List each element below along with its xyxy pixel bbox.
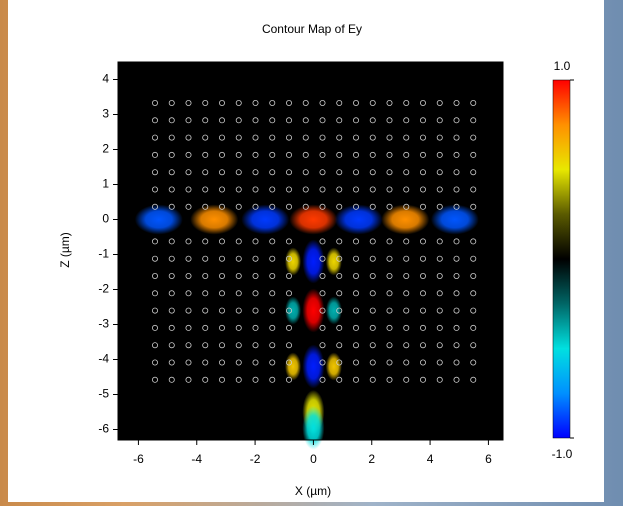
y-tick-label: 3	[102, 107, 109, 121]
x-tick-label: 4	[427, 452, 434, 466]
field-blob	[326, 297, 342, 325]
y-tick-label: 2	[102, 142, 109, 156]
y-tick-label: -5	[98, 387, 109, 401]
field-blob	[302, 240, 324, 284]
field-blob	[326, 353, 342, 381]
y-tick-label: -4	[98, 352, 109, 366]
y-tick-label: -3	[98, 317, 109, 331]
y-tick-label: -2	[98, 282, 109, 296]
x-tick-label: 0	[310, 452, 317, 466]
x-tick-label: -4	[191, 452, 202, 466]
colorbar-tick-label: -1.0	[552, 447, 573, 461]
x-axis-label: X (µm)	[295, 484, 331, 498]
x-tick-label: -2	[250, 452, 261, 466]
field-blob	[289, 205, 337, 235]
field-blob	[135, 205, 183, 235]
y-tick-label: 0	[102, 212, 109, 226]
field-blob	[285, 353, 301, 381]
chart: Contour Map of Ey X (µm) Z (µm) -6 -4 -2 0 2…	[0, 0, 623, 506]
colorbar-tick-label: 1.0	[554, 59, 571, 73]
field-blob	[285, 248, 301, 276]
y-tick-label: 1	[102, 177, 109, 191]
y-tick-label: 4	[102, 72, 109, 86]
field-blob	[335, 205, 383, 235]
y-tick-label: -6	[98, 422, 109, 436]
x-tick-label: -6	[133, 452, 144, 466]
chart-title: Contour Map of Ey	[262, 22, 362, 36]
page: {"chart_data":{"type":"contour","title":…	[0, 0, 623, 506]
field-blob	[241, 205, 289, 235]
x-tick-label: 6	[485, 452, 492, 466]
field-blob	[285, 297, 301, 325]
x-tick-label: 2	[368, 452, 375, 466]
colorbar	[553, 80, 570, 438]
y-axis-label: Z (µm)	[58, 232, 72, 268]
y-tick-label: -1	[98, 247, 109, 261]
field-blob	[190, 205, 238, 235]
